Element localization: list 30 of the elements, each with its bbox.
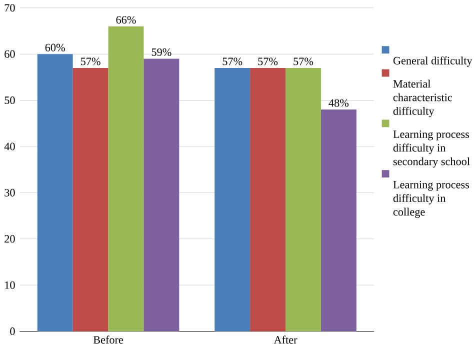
legend-label: General difficulty <box>393 56 472 67</box>
data-label: 57% <box>80 58 100 66</box>
bar <box>37 54 73 332</box>
data-label: 57% <box>222 58 242 66</box>
data-label: 57% <box>258 58 278 66</box>
y-tick-label: 30 <box>4 189 15 197</box>
data-label: 57% <box>294 58 314 66</box>
legend-label: Material characteristic difficulty <box>393 80 452 118</box>
x-tick-label: After <box>274 336 298 344</box>
bar <box>320 110 356 332</box>
data-label: 48% <box>328 99 349 107</box>
y-tick-label: 60 <box>4 50 15 58</box>
bar <box>108 26 144 332</box>
legend-label: Learning process difficulty in secondary school <box>393 130 470 168</box>
y-tick-label: 40 <box>4 142 15 150</box>
x-tick-label: Before <box>93 336 124 344</box>
bar <box>144 58 180 332</box>
bar <box>286 68 321 332</box>
data-label: 59% <box>152 48 172 56</box>
y-tick-label: 20 <box>4 235 15 243</box>
y-tick-label: 50 <box>4 96 15 104</box>
bar <box>214 68 250 332</box>
legend-label: Learning process difficulty in college <box>393 181 470 218</box>
bar <box>72 68 108 332</box>
y-tick-label: 0 <box>10 328 15 336</box>
data-label: 60% <box>45 44 65 52</box>
y-tick-label: 10 <box>5 281 15 289</box>
data-label: 66% <box>116 16 136 24</box>
bar <box>250 68 286 332</box>
y-tick-label: 70 <box>4 4 15 12</box>
